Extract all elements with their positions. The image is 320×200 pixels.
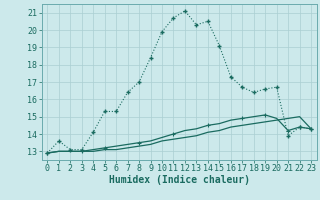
X-axis label: Humidex (Indice chaleur): Humidex (Indice chaleur) (109, 175, 250, 185)
